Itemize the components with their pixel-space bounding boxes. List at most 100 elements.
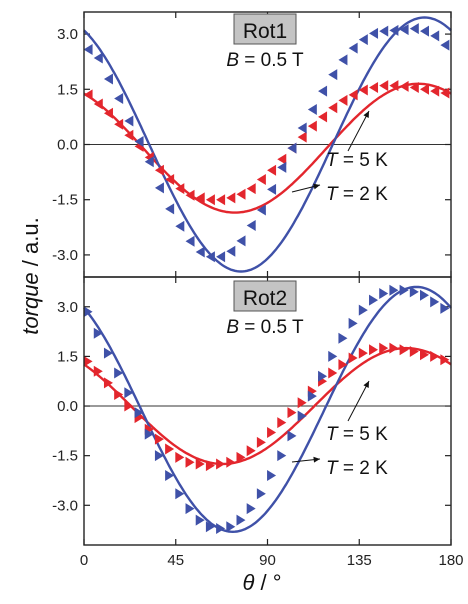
data-point-red [267,164,277,176]
data-point-red [389,80,399,92]
data-point-blue [195,514,205,526]
data-point-blue [124,387,134,399]
data-point-blue [256,204,266,216]
data-point-blue [369,27,379,39]
data-point-red [185,189,195,201]
temperature-var: T [326,424,339,445]
x-axis-var: θ [242,570,254,595]
data-point-blue [430,296,440,308]
y-axis-var: torque [18,272,43,334]
leader-arrowhead [363,381,369,388]
data-point-red [338,359,348,371]
data-point-blue [409,286,419,298]
leader-arrowhead [313,456,320,463]
data-point-red [236,451,246,463]
y-tick-label: -1.5 [52,192,78,209]
data-point-blue [379,25,389,37]
y-tick-label: 1.5 [57,81,78,98]
data-point-red [175,451,185,463]
data-point-red [358,347,368,359]
data-point-blue [216,522,226,534]
data-point-blue [226,521,236,533]
data-point-blue [83,44,93,56]
data-point-red [185,456,195,468]
data-point-red [328,102,338,114]
data-point-blue [185,503,195,515]
leader-line [347,380,370,422]
leader-arrowhead [313,183,320,190]
data-point-blue [165,203,175,215]
data-point-red [205,460,215,472]
data-point-blue [358,304,368,316]
y-axis-title: torque / a.u. [18,217,43,334]
data-point-red [236,188,246,200]
data-point-red [226,456,236,468]
data-point-red [369,81,379,93]
data-point-blue [348,317,358,329]
data-point-red [338,94,348,106]
leader-line [347,110,370,152]
data-point-red [195,192,205,204]
x-tick-label: 0 [80,552,88,569]
data-point-red [379,342,389,354]
data-point-blue [103,347,113,359]
data-point-red [379,80,389,92]
data-point-red [267,427,277,439]
data-point-blue [399,24,409,36]
data-point-red [409,81,419,93]
data-point-blue [246,503,256,515]
temperature-var: T [326,458,339,479]
panel-tag-box [233,280,297,312]
data-point-blue [216,251,226,263]
data-point-red [124,129,134,141]
data-point-blue [379,288,389,300]
data-point-red [297,397,307,409]
data-point-blue [338,332,348,344]
data-point-red [114,388,124,400]
data-point-blue [430,30,440,42]
data-point-blue [399,284,409,296]
panel-tag-label: Rot2 [243,287,287,310]
data-point-blue [277,161,287,173]
data-point-red [175,183,185,195]
data-point-blue [369,294,379,306]
temperature-value: = 5 K [338,150,388,171]
data-point-blue [124,115,134,127]
data-point-blue [134,407,144,419]
temperature-value: = 2 K [338,458,388,479]
data-point-red [440,354,450,366]
y-tick-label: -1.5 [52,448,78,465]
data-point-blue [114,92,124,104]
data-point-red [154,433,164,445]
data-point-blue [287,142,297,154]
data-point-blue [307,390,317,402]
x-tick-label: 180 [438,552,463,569]
data-point-red [195,458,205,470]
field-var: B [226,50,239,71]
temperature-label: T = 2 K [326,458,388,479]
data-point-red [83,89,93,101]
data-point-red [430,85,440,97]
temperature-var: T [326,150,339,171]
data-point-red [440,87,450,99]
data-point-red [114,118,124,130]
y-axis-unit: / a.u. [18,217,43,272]
x-tick-label: 135 [347,552,372,569]
data-point-blue [236,235,246,247]
data-point-blue [83,306,93,318]
data-point-blue [348,42,358,54]
leader-arrowhead [363,111,369,118]
data-point-blue [236,514,246,526]
data-point-red [358,84,368,96]
x-axis-unit: / ° [254,570,281,595]
data-point-blue [103,73,113,85]
x-tick-label: 90 [259,552,276,569]
data-point-blue [195,246,205,258]
data-point-blue [93,327,103,339]
y-tick-label: 3.0 [57,299,78,316]
data-point-red [348,89,358,101]
temperature-value: = 5 K [338,424,388,445]
field-value: = 0.5 T [239,317,304,338]
